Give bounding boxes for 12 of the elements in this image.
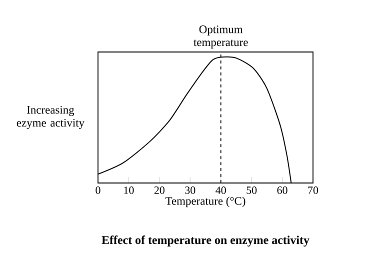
- x-axis-title: Temperature (°C): [165, 196, 246, 208]
- x-tick-label: 70: [308, 186, 318, 194]
- ref-line-label: Optimum temperature: [194, 26, 248, 48]
- x-tick-label: 40: [216, 186, 226, 194]
- x-tick-label: 60: [277, 186, 288, 194]
- x-tick-label: 10: [124, 186, 134, 194]
- x-tick-label: 50: [246, 186, 257, 194]
- x-tick-label: 30: [185, 186, 196, 194]
- y-axis-title: Increasing ezyme activity: [16, 106, 84, 129]
- text: Effect of temperature on enzyme activity: [102, 236, 310, 247]
- x-tick-label: 0: [96, 186, 100, 194]
- x-tick-label: 20: [154, 186, 164, 194]
